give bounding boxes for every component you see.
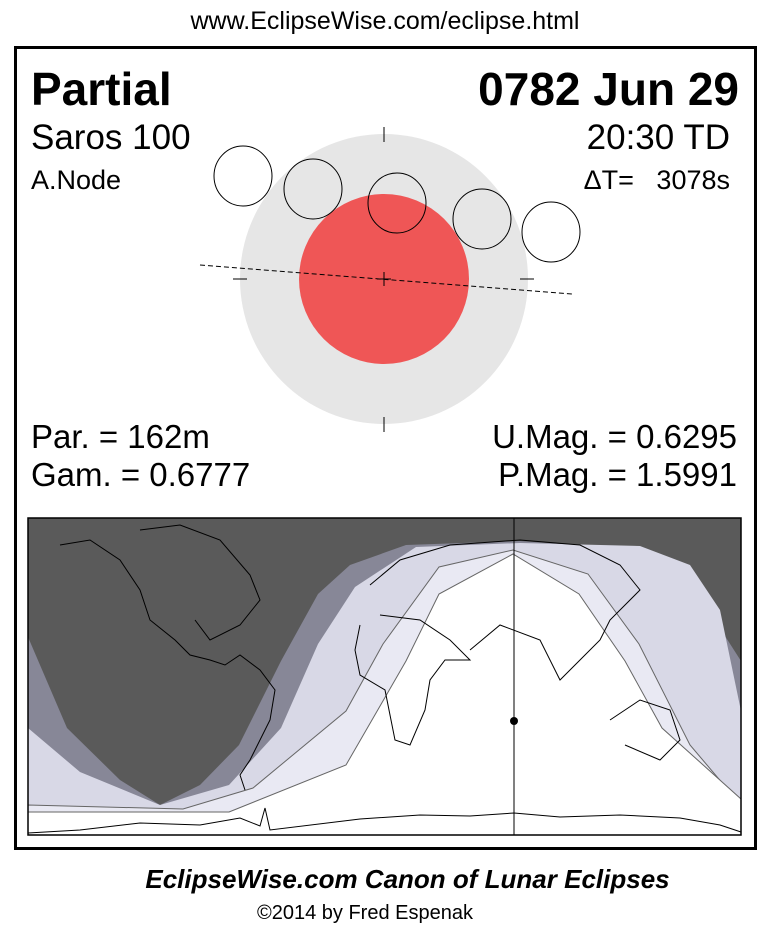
eclipse-time: 20:30 TD — [586, 118, 730, 157]
moon-p4 — [521, 201, 581, 263]
penumbral-magnitude: P.Mag. = 1.5991 — [498, 456, 737, 493]
saros-number: Saros 100 — [31, 118, 191, 157]
footer-title: EclipseWise.com Canon of Lunar Eclipses — [145, 864, 670, 894]
sub-lunar-point — [510, 717, 518, 725]
node-label: A.Node — [31, 165, 122, 195]
gamma-value: Gam. = 0.6777 — [31, 456, 251, 493]
coast-africa — [354, 614, 472, 746]
coastlines — [27, 524, 742, 834]
moon-p1 — [213, 145, 273, 207]
eclipse-date: 0782 Jun 29 — [478, 63, 739, 115]
coast-americas — [59, 539, 276, 791]
moon-u4 — [452, 188, 512, 250]
eclipse-type: Partial — [31, 63, 172, 115]
delta-t: ΔT= 3078s — [583, 165, 730, 195]
visibility-map — [27, 517, 742, 836]
axis-ticks — [233, 127, 534, 432]
copyright: ©2014 by Fred Espenak — [257, 902, 473, 924]
source-url: www.EclipseWise.com/eclipse.html — [190, 7, 580, 35]
coast-antarctica — [27, 807, 742, 834]
moon-positions — [213, 145, 581, 263]
coast-north-america — [139, 524, 261, 641]
umbral-magnitude: U.Mag. = 0.6295 — [492, 418, 737, 455]
coast-australia — [609, 699, 681, 761]
eclipse-panel-frame — [14, 46, 757, 850]
moon-greatest — [367, 172, 427, 234]
coast-eurasia — [369, 539, 641, 681]
moon-u1 — [283, 158, 343, 220]
partial-duration: Par. = 162m — [31, 418, 210, 455]
